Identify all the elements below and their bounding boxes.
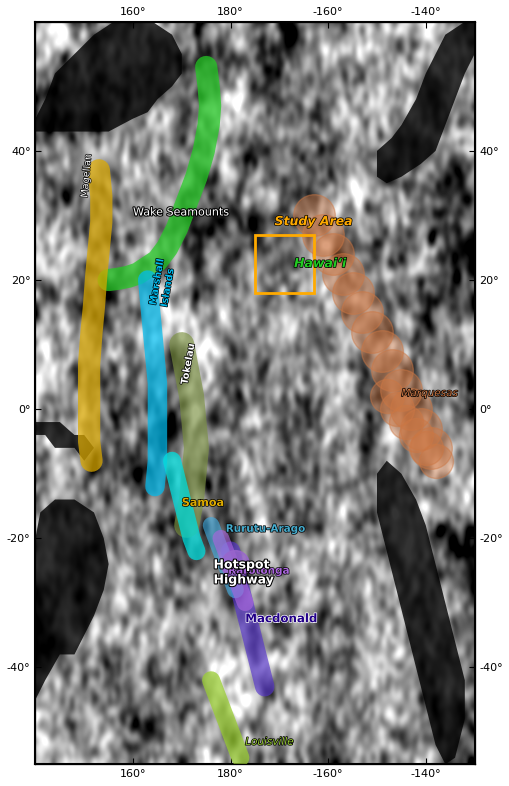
- Polygon shape: [35, 500, 108, 700]
- Point: [431, 454, 439, 467]
- Point: [391, 403, 400, 416]
- Polygon shape: [35, 22, 181, 131]
- Point: [328, 248, 336, 260]
- Point: [377, 345, 385, 358]
- Point: [338, 267, 346, 280]
- Text: Samoa: Samoa: [181, 498, 223, 508]
- Point: [309, 209, 317, 222]
- Polygon shape: [376, 461, 464, 764]
- Point: [397, 384, 405, 396]
- Text: Tokelau: Tokelau: [179, 342, 196, 385]
- Text: Macdonald: Macdonald: [245, 612, 317, 625]
- Point: [416, 422, 424, 435]
- Text: Magellan: Magellan: [79, 153, 93, 198]
- Point: [426, 442, 434, 454]
- Text: Rurutu-Arago: Rurutu-Arago: [225, 523, 304, 534]
- Text: Wake Seamounts: Wake Seamounts: [133, 208, 229, 218]
- Point: [319, 229, 327, 241]
- Text: Marshall
Islands: Marshall Islands: [148, 258, 177, 308]
- Text: Hotspot
Highway: Hotspot Highway: [213, 558, 273, 586]
- Point: [382, 390, 390, 402]
- Text: Louisville: Louisville: [245, 736, 293, 747]
- Text: Marquesas: Marquesas: [401, 388, 457, 399]
- Text: Study Area: Study Area: [274, 215, 352, 228]
- Point: [402, 416, 410, 428]
- Point: [348, 287, 356, 299]
- Text: Hawaiʻi: Hawaiʻi: [294, 257, 345, 270]
- Polygon shape: [35, 422, 94, 461]
- Point: [411, 428, 419, 441]
- Point: [421, 442, 429, 454]
- Point: [367, 325, 376, 338]
- Bar: [254, 235, 313, 293]
- Polygon shape: [376, 22, 474, 183]
- Point: [387, 364, 395, 376]
- Point: [357, 306, 365, 318]
- Point: [406, 403, 414, 416]
- Text: Rarotonga: Rarotonga: [228, 566, 289, 576]
- Point: [231, 558, 239, 571]
